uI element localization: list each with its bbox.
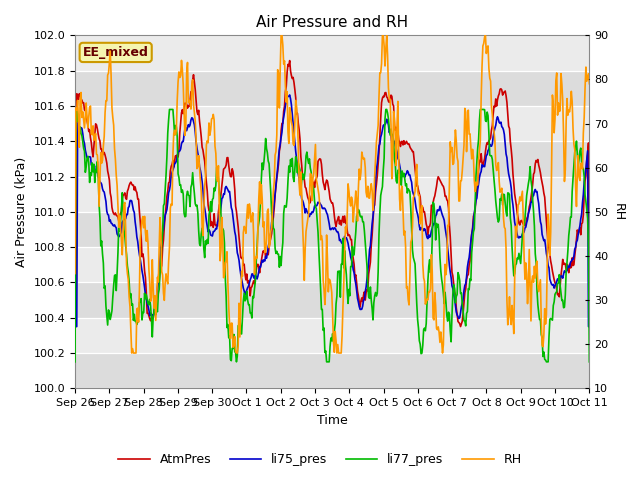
- Line: AtmPres: AtmPres: [75, 60, 589, 326]
- AtmPres: [460, 310, 467, 316]
- RH: [460, 142, 468, 148]
- Bar: [75, 106, 589, 141]
- RH: [277, 33, 285, 38]
- li75_pres: [162, 210, 170, 216]
- li75_pres: [71, 324, 79, 329]
- li77_pres: [586, 359, 593, 365]
- li75_pres: [286, 92, 294, 98]
- AtmPres: [204, 188, 211, 194]
- RH: [417, 221, 424, 227]
- RH: [163, 277, 171, 283]
- Legend: AtmPres, li75_pres, li77_pres, RH: AtmPres, li75_pres, li77_pres, RH: [113, 448, 527, 471]
- AtmPres: [586, 324, 593, 329]
- RH: [71, 271, 79, 276]
- X-axis label: Time: Time: [317, 414, 348, 427]
- AtmPres: [71, 324, 79, 329]
- Y-axis label: RH: RH: [612, 203, 625, 221]
- li75_pres: [375, 143, 383, 149]
- AtmPres: [162, 204, 170, 209]
- Bar: [75, 141, 589, 177]
- RH: [128, 350, 136, 356]
- Bar: [75, 177, 589, 212]
- li77_pres: [204, 240, 212, 246]
- RH: [204, 140, 212, 145]
- li77_pres: [460, 309, 467, 314]
- li77_pres: [163, 154, 171, 160]
- Bar: [75, 71, 589, 106]
- Bar: [75, 36, 589, 71]
- Bar: [75, 282, 589, 318]
- RH: [305, 193, 313, 199]
- Y-axis label: Air Pressure (kPa): Air Pressure (kPa): [15, 156, 28, 267]
- li77_pres: [415, 338, 423, 344]
- li75_pres: [460, 296, 467, 302]
- Bar: [75, 247, 589, 282]
- Bar: [75, 318, 589, 353]
- AtmPres: [375, 149, 383, 155]
- li75_pres: [586, 324, 593, 329]
- RH: [586, 81, 593, 86]
- li75_pres: [305, 211, 312, 216]
- AtmPres: [305, 197, 312, 203]
- li77_pres: [71, 359, 79, 365]
- RH: [376, 70, 384, 76]
- Bar: [75, 353, 589, 388]
- Line: li77_pres: li77_pres: [75, 109, 589, 362]
- li77_pres: [73, 107, 81, 112]
- AtmPres: [415, 191, 423, 197]
- Bar: [75, 212, 589, 247]
- Title: Air Pressure and RH: Air Pressure and RH: [256, 15, 408, 30]
- li75_pres: [415, 223, 423, 229]
- Line: li75_pres: li75_pres: [75, 95, 589, 326]
- Text: EE_mixed: EE_mixed: [83, 46, 148, 59]
- AtmPres: [286, 58, 294, 63]
- li75_pres: [204, 224, 211, 229]
- li77_pres: [375, 231, 383, 237]
- Line: RH: RH: [75, 36, 589, 353]
- li77_pres: [305, 160, 312, 166]
